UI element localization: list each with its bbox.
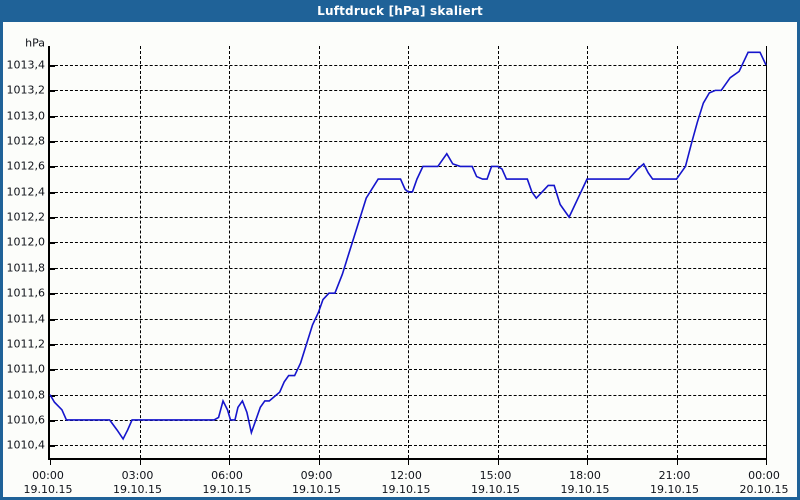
x-axis-date-label: 19.10.15 bbox=[113, 483, 162, 496]
y-axis-tick-label: 1010,4 bbox=[6, 438, 46, 452]
y-axis-tick-label: 1010,6 bbox=[6, 413, 46, 427]
x-axis-time-label: 00:00 bbox=[32, 469, 64, 482]
gridline-vertical bbox=[229, 46, 230, 458]
x-axis-time-label: 09:00 bbox=[300, 469, 333, 482]
x-axis-tick-mark bbox=[318, 460, 320, 465]
x-axis-tick-mark bbox=[497, 460, 499, 465]
x-axis-date-label: 19.10.15 bbox=[650, 483, 699, 496]
y-axis-tick-label: 1012,0 bbox=[6, 235, 46, 249]
y-axis-tick-mark bbox=[50, 141, 55, 144]
y-axis-tick-label: 1011,0 bbox=[6, 362, 46, 376]
x-axis-date-label: 19.10.15 bbox=[23, 483, 73, 496]
y-axis-tick-label: 1012,4 bbox=[6, 185, 46, 199]
y-axis-tick-mark bbox=[50, 318, 55, 321]
gridline-vertical bbox=[676, 46, 678, 458]
y-axis-tick-mark bbox=[50, 115, 55, 118]
y-axis-tick-mark bbox=[50, 65, 55, 67]
x-axis-tick-label: 03:00 19.10.15 bbox=[113, 469, 162, 497]
x-axis-time-label: 15:00 bbox=[479, 469, 512, 482]
x-axis-tick-mark bbox=[408, 460, 409, 465]
x-axis-date-label: 19.10.15 bbox=[381, 483, 431, 496]
y-axis-tick-mark bbox=[50, 166, 55, 169]
x-axis-date-label: 19.10.15 bbox=[292, 483, 341, 496]
y-axis-tick-label: 1011,6 bbox=[6, 286, 46, 300]
y-axis-tick-label: 1011,4 bbox=[6, 312, 46, 326]
gridline-vertical bbox=[587, 46, 588, 458]
y-axis-tick-label: 1011,8 bbox=[6, 261, 46, 275]
x-axis-tick-mark bbox=[139, 460, 141, 465]
gridline-vertical bbox=[408, 46, 409, 458]
y-axis-tick-mark bbox=[50, 419, 55, 422]
x-axis-time-label: 18:00 bbox=[569, 469, 601, 482]
y-axis-tick-mark bbox=[50, 90, 55, 93]
y-axis-tick-label: 1013,4 bbox=[6, 58, 46, 72]
x-axis-tick-mark bbox=[587, 460, 588, 465]
x-axis-tick-label: 18:00 19.10.15 bbox=[561, 469, 610, 497]
x-axis-time-label: 06:00 bbox=[211, 469, 243, 482]
window-title-bar: Luftdruck [hPa] skaliert bbox=[3, 3, 797, 22]
y-axis-tick-label: 1012,2 bbox=[6, 210, 46, 224]
x-axis-time-label: 21:00 bbox=[658, 469, 691, 482]
y-axis-tick-label: 1013,0 bbox=[6, 109, 46, 123]
y-axis-unit-label: hPa bbox=[25, 36, 45, 50]
chart-canvas: 1010,4 1010,6 1010,8 1011,0 1011,2 1011,4 1011… bbox=[3, 25, 797, 497]
y-axis-tick-label: 1012,8 bbox=[6, 134, 46, 148]
gridline-vertical bbox=[139, 46, 141, 458]
x-axis-tick-label: 12:00 19.10.15 bbox=[382, 469, 431, 497]
x-axis-tick-label: 09:00 19.10.15 bbox=[292, 469, 341, 497]
y-axis-tick-mark bbox=[50, 394, 55, 397]
y-axis-tick-mark bbox=[50, 242, 55, 245]
pressure-series-line bbox=[49, 51, 767, 441]
y-axis-tick-mark bbox=[50, 445, 55, 448]
y-axis-tick-mark bbox=[50, 293, 55, 296]
x-axis-date-label: 19.10.15 bbox=[202, 483, 252, 496]
x-axis-tick-label: 06:00 19.10.15 bbox=[203, 469, 252, 497]
y-axis-tick-mark bbox=[50, 267, 55, 270]
x-axis-tick-mark bbox=[766, 460, 767, 465]
y-axis-tick-mark bbox=[50, 343, 55, 346]
x-axis-time-label: 00:00 bbox=[748, 469, 780, 482]
plot-area bbox=[48, 46, 767, 465]
pressure-line-path bbox=[49, 51, 767, 441]
y-axis-tick-mark bbox=[50, 191, 55, 194]
gridline-vertical bbox=[497, 46, 499, 458]
x-axis-time-label: 03:00 bbox=[121, 469, 154, 482]
page-title: Luftdruck [hPa] skaliert bbox=[317, 4, 483, 18]
y-axis-tick-label: 1013,2 bbox=[6, 83, 46, 97]
x-axis-date-label: 19.10.15 bbox=[560, 483, 610, 496]
y-axis-tick-mark bbox=[50, 369, 55, 372]
y-axis-tick-mark bbox=[50, 217, 55, 220]
x-axis-date-label: 20.10.15 bbox=[739, 483, 789, 496]
x-axis-tick-label: 00:00 19.10.15 bbox=[24, 469, 73, 497]
y-axis-tick-label: 1010,8 bbox=[6, 388, 46, 402]
x-axis-tick-mark bbox=[229, 460, 230, 465]
gridline-vertical bbox=[318, 46, 320, 458]
y-axis-tick-label: 1011,2 bbox=[6, 337, 46, 351]
y-axis-tick-label: 1012,6 bbox=[6, 159, 46, 173]
x-axis-tick-label: 15:00 19.10.15 bbox=[471, 469, 520, 497]
x-axis-tick-mark bbox=[676, 460, 678, 465]
x-axis-time-label: 12:00 bbox=[390, 469, 422, 482]
x-axis-date-label: 19.10.15 bbox=[471, 483, 520, 496]
x-axis-tick-label: 21:00 19.10.15 bbox=[650, 469, 699, 497]
x-axis-tick-mark bbox=[50, 460, 51, 465]
x-axis-tick-label: 00:00 20.10.15 bbox=[740, 469, 789, 497]
